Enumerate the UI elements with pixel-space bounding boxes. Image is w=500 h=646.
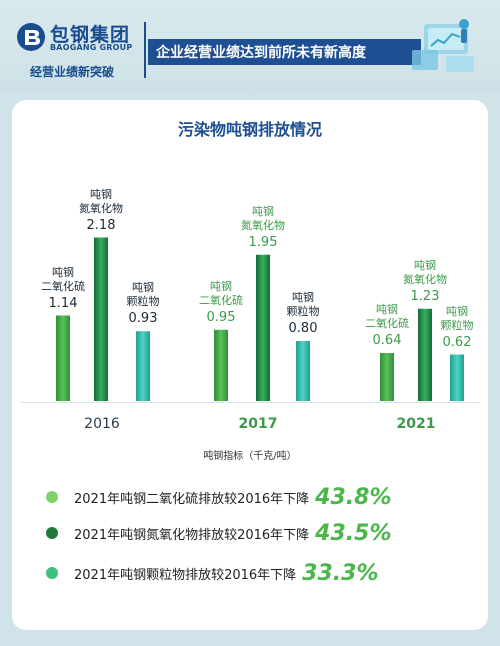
bar-2017-2 (296, 341, 310, 401)
header-banner: 企业经营业绩达到前所未有新高度 (148, 39, 421, 65)
series-label: 吨钢 颗粒物 (286, 291, 320, 318)
logo-text-cn: 包钢集团 (50, 24, 131, 46)
baogang-logo-icon (17, 23, 45, 51)
stat-text: 2021年吨钢颗粒物排放较2016年下降 (74, 567, 297, 583)
stat-dot-icon (46, 527, 58, 539)
bar-chart: 1.14 吨钢 二氧化硫 2.18 吨钢 氮氧化物 0.93 吨钢 颗粒物 2016 0.95 吨钢二… (0, 140, 500, 460)
stat-text: 2021年吨钢氮氧化物排放较2016年下降 (74, 527, 310, 543)
bar-2017-1 (256, 254, 270, 401)
chart-title: 污染物吨钢排放情况 (177, 120, 322, 139)
bar-2016-0 (56, 315, 70, 401)
header-divider (144, 22, 146, 78)
data-label: 1.23 (410, 288, 440, 304)
header-subtitle: 经营业绩新突破 (30, 65, 115, 79)
stat-row-so2: 2021年吨钢二氧化硫排放较2016年下降 43.8% (46, 482, 392, 512)
stat-row-nox: 2021年吨钢氮氧化物排放较2016年下降 43.5% (46, 518, 392, 548)
series-label: 吨钢 氮氧化物 (403, 258, 447, 286)
bar-2017-0 (214, 329, 228, 401)
bar-2016-1 (94, 237, 108, 401)
stat-dot-icon (46, 491, 58, 503)
bar-2021-2 (450, 354, 464, 401)
series-label: 吨钢 二氧化硫 (365, 303, 409, 330)
data-label: 0.95 (206, 309, 236, 325)
logo-text-en: BAOGANG GROUP (50, 43, 133, 52)
content-card (12, 100, 488, 630)
data-label: 2.18 (86, 217, 116, 233)
series-label: 吨钢 二氧化硫 (41, 265, 85, 293)
series-label: 吨钢 二氧化硫 (199, 279, 243, 307)
stat-row-pm: 2021年吨钢颗粒物排放较2016年下降 33.3% (46, 558, 379, 588)
series-label: 吨钢 颗粒物 (440, 304, 474, 332)
header: 包钢集团 BAOGANG GROUP 经营业绩新突破 企业经营业绩达到前所未有新… (0, 0, 500, 92)
data-label: 1.95 (248, 234, 278, 250)
x-tick-label: 2016 (84, 416, 120, 432)
stat-percent: 33.3% (302, 560, 379, 586)
x-axis-line (20, 402, 480, 403)
data-label: 1.14 (48, 295, 78, 311)
stat-dot-icon (46, 567, 58, 579)
bar-2021-1 (418, 308, 432, 401)
unit-note: 吨钢指标（千克/吨） (203, 451, 297, 462)
data-label: 0.80 (288, 321, 318, 336)
stat-text: 2021年吨钢二氧化硫排放较2016年下降 (74, 491, 310, 507)
decorative-illustration-icon (412, 19, 474, 72)
stat-percent: 43.8% (315, 484, 392, 510)
series-label: 吨钢 氮氧化物 (79, 187, 123, 215)
x-tick-label: 2021 (396, 416, 436, 432)
data-label: 0.64 (372, 333, 402, 348)
stat-percent: 43.5% (315, 520, 392, 546)
data-label: 0.62 (442, 334, 472, 350)
x-tick-label: 2017 (238, 416, 278, 432)
series-label: 吨钢 颗粒物 (126, 281, 160, 309)
data-label: 0.93 (128, 311, 158, 327)
series-label: 吨钢 氮氧化物 (241, 204, 285, 232)
bar-2016-2 (136, 331, 150, 401)
bar-2021-0 (380, 353, 394, 401)
